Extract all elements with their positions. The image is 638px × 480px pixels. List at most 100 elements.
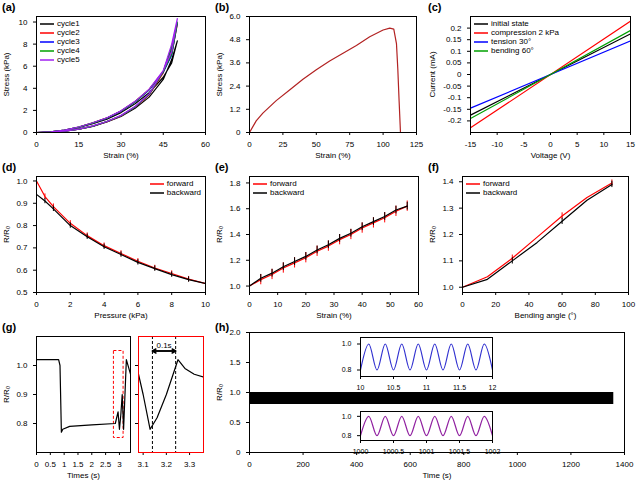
svg-text:45: 45 xyxy=(159,140,168,149)
svg-text:1002: 1002 xyxy=(485,448,501,455)
svg-text:1.6: 1.6 xyxy=(229,204,241,213)
svg-text:50: 50 xyxy=(386,300,395,309)
svg-text:60: 60 xyxy=(414,300,423,309)
svg-text:10: 10 xyxy=(357,384,365,391)
svg-text:11.5: 11.5 xyxy=(453,384,466,391)
svg-text:30: 30 xyxy=(117,140,126,149)
svg-text:125: 125 xyxy=(410,140,424,149)
svg-text:-0.2: -0.2 xyxy=(448,116,462,125)
svg-text:0: 0 xyxy=(236,128,241,137)
svg-text:1.2: 1.2 xyxy=(229,256,241,265)
svg-text:0: 0 xyxy=(247,140,252,149)
svg-text:0.8: 0.8 xyxy=(342,432,352,439)
svg-text:0: 0 xyxy=(34,300,39,309)
svg-text:0.2: 0.2 xyxy=(450,24,462,33)
svg-text:50: 50 xyxy=(312,140,321,149)
svg-text:200: 200 xyxy=(296,460,310,469)
svg-text:6: 6 xyxy=(23,62,28,71)
svg-text:-5: -5 xyxy=(520,140,528,149)
svg-text:30: 30 xyxy=(330,300,339,309)
svg-text:10.5: 10.5 xyxy=(387,384,401,391)
svg-text:2.4: 2.4 xyxy=(229,82,241,91)
svg-text:0.05: 0.05 xyxy=(446,58,462,67)
svg-text:Strain (%): Strain (%) xyxy=(315,151,351,160)
svg-text:0.9: 0.9 xyxy=(16,390,28,399)
svg-text:R/R₀: R/R₀ xyxy=(2,226,11,243)
svg-text:0: 0 xyxy=(460,300,465,309)
svg-text:1001.5: 1001.5 xyxy=(449,448,471,455)
svg-text:400: 400 xyxy=(350,460,364,469)
svg-text:2.5: 2.5 xyxy=(100,460,112,469)
svg-text:Times (s): Times (s) xyxy=(67,471,100,480)
svg-text:R/R₀: R/R₀ xyxy=(428,226,437,243)
svg-text:3.2: 3.2 xyxy=(161,460,173,469)
svg-text:15: 15 xyxy=(74,140,83,149)
svg-text:Voltage (V): Voltage (V) xyxy=(531,151,571,160)
svg-text:Pressure (kPa): Pressure (kPa) xyxy=(94,311,148,320)
svg-text:1000: 1000 xyxy=(353,448,369,455)
svg-text:2.0: 2.0 xyxy=(229,328,241,337)
svg-text:4: 4 xyxy=(102,300,107,309)
svg-text:25: 25 xyxy=(278,140,287,149)
svg-text:6: 6 xyxy=(136,300,141,309)
svg-text:0.8: 0.8 xyxy=(16,221,28,230)
svg-text:Stress (kPa): Stress (kPa) xyxy=(215,52,224,96)
svg-text:10: 10 xyxy=(273,300,282,309)
svg-text:10: 10 xyxy=(201,300,210,309)
svg-text:0: 0 xyxy=(236,448,241,457)
svg-text:12: 12 xyxy=(489,384,497,391)
svg-text:Time (s): Time (s) xyxy=(422,471,451,480)
svg-text:3.3: 3.3 xyxy=(184,460,196,469)
svg-text:R/R₀: R/R₀ xyxy=(215,384,224,401)
svg-text:600: 600 xyxy=(404,460,418,469)
svg-text:0.8: 0.8 xyxy=(342,366,352,373)
svg-text:1.0: 1.0 xyxy=(342,413,352,420)
svg-text:800: 800 xyxy=(457,460,471,469)
svg-text:100: 100 xyxy=(622,300,636,309)
svg-text:1.0: 1.0 xyxy=(16,177,28,186)
svg-text:1000: 1000 xyxy=(508,460,526,469)
svg-text:1.4: 1.4 xyxy=(442,177,454,186)
svg-text:1.2: 1.2 xyxy=(442,230,454,239)
svg-text:15: 15 xyxy=(626,140,635,149)
svg-text:1400: 1400 xyxy=(616,460,634,469)
svg-text:Strain (%): Strain (%) xyxy=(316,311,352,320)
svg-text:40: 40 xyxy=(524,300,533,309)
svg-text:1001: 1001 xyxy=(419,448,435,455)
svg-text:2: 2 xyxy=(23,106,28,115)
svg-text:5: 5 xyxy=(575,140,580,149)
svg-text:0: 0 xyxy=(23,128,28,137)
svg-text:0.8: 0.8 xyxy=(16,419,28,428)
svg-text:10: 10 xyxy=(19,18,28,27)
svg-text:0: 0 xyxy=(548,140,553,149)
svg-text:0.5: 0.5 xyxy=(229,418,241,427)
svg-text:0.5: 0.5 xyxy=(16,288,28,297)
svg-text:8: 8 xyxy=(23,40,28,49)
svg-text:Current (mA): Current (mA) xyxy=(428,51,437,98)
svg-text:-10: -10 xyxy=(491,140,503,149)
svg-text:1.0: 1.0 xyxy=(229,388,241,397)
svg-text:1.2: 1.2 xyxy=(229,105,241,114)
svg-text:0.5: 0.5 xyxy=(45,460,57,469)
svg-text:0: 0 xyxy=(34,460,39,469)
svg-text:1.5: 1.5 xyxy=(229,358,241,367)
svg-text:-0.05: -0.05 xyxy=(443,82,462,91)
svg-text:75: 75 xyxy=(345,140,354,149)
svg-text:0: 0 xyxy=(457,70,462,79)
svg-text:0: 0 xyxy=(247,460,252,469)
svg-text:0: 0 xyxy=(34,140,39,149)
svg-text:60: 60 xyxy=(558,300,567,309)
svg-text:10: 10 xyxy=(599,140,608,149)
svg-text:20: 20 xyxy=(491,300,500,309)
svg-text:3.1: 3.1 xyxy=(138,460,150,469)
svg-text:1: 1 xyxy=(62,460,67,469)
svg-text:Bending angle (°): Bending angle (°) xyxy=(515,311,577,320)
svg-text:-0.1: -0.1 xyxy=(448,93,462,102)
svg-text:0.1: 0.1 xyxy=(450,47,462,56)
svg-text:Stress (kPa): Stress (kPa) xyxy=(2,52,11,96)
svg-text:3.6: 3.6 xyxy=(229,58,241,67)
svg-text:0.9: 0.9 xyxy=(16,199,28,208)
svg-text:R/R₀: R/R₀ xyxy=(215,226,224,243)
svg-text:R/R₀: R/R₀ xyxy=(2,386,11,403)
svg-text:0: 0 xyxy=(247,300,252,309)
